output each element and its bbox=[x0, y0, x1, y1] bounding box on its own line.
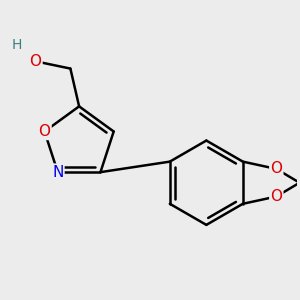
Text: H: H bbox=[11, 38, 22, 52]
Text: O: O bbox=[270, 189, 282, 204]
Text: O: O bbox=[38, 124, 50, 139]
Text: O: O bbox=[270, 161, 282, 176]
Text: N: N bbox=[52, 165, 63, 180]
Text: O: O bbox=[29, 54, 41, 69]
